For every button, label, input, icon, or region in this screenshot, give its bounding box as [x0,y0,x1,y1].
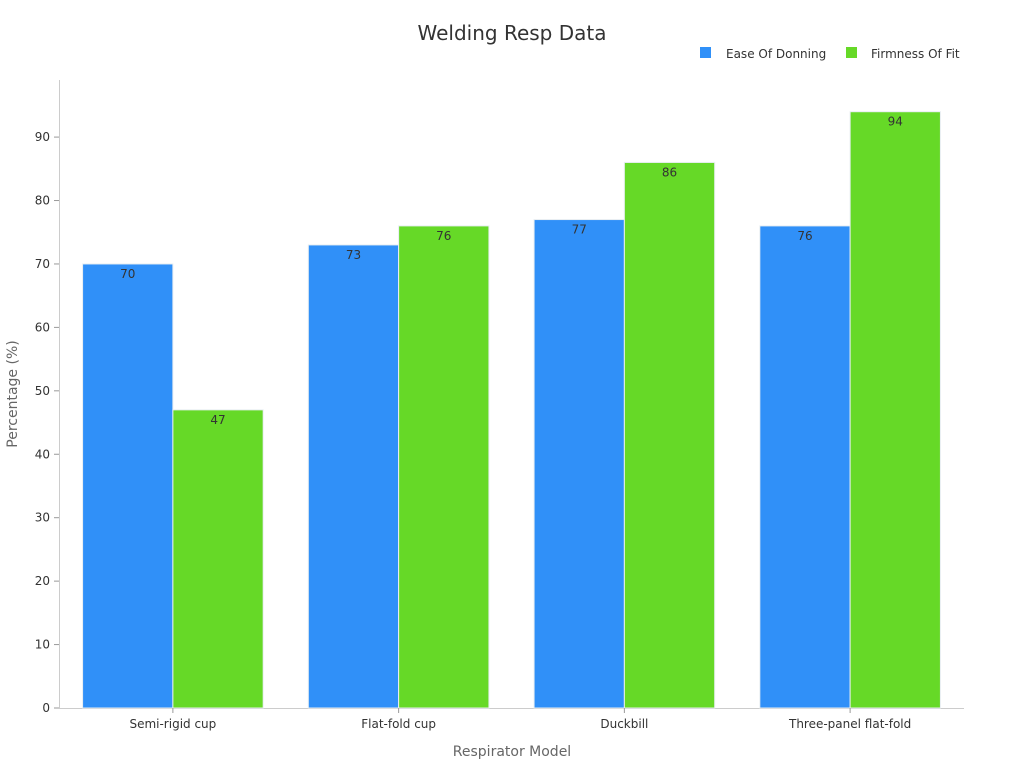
x-tick-label: Duckbill [600,717,648,731]
x-tick-label: Three-panel flat-fold [788,717,911,731]
y-tick-label: 10 [35,638,50,652]
data-label: 76 [797,229,812,243]
y-tick-label: 70 [35,257,50,271]
x-tick-label: Flat-fold cup [361,717,436,731]
data-label: 76 [436,229,451,243]
legend-swatch [700,47,711,58]
legend-swatch [846,47,857,58]
bar-0-2[interactable] [533,219,625,709]
bar-1-1[interactable] [398,225,490,709]
y-axis-label: Percentage (%) [5,340,21,447]
y-tick-label: 30 [35,511,50,525]
y-tick-label: 0 [42,701,50,715]
data-label: 94 [888,115,903,129]
y-tick-label: 90 [35,130,50,144]
bar-1-3[interactable] [849,111,941,709]
y-tick-label: 20 [35,574,50,588]
y-tick-label: 60 [35,320,50,334]
data-label: 77 [572,223,587,237]
x-axis-label: Respirator Model [453,744,571,760]
plot-area: 0 10 20 30 40 50 60 70 80 90 70 47 73 76 77 86 76 94 Sem… [35,80,964,731]
legend: Ease Of Donning Firmness Of Fit [700,47,960,61]
legend-label[interactable]: Ease Of Donning [726,47,826,61]
bar-1-2[interactable] [623,161,716,709]
bar-0-3[interactable] [759,225,851,709]
bars: 70 47 73 76 77 86 76 94 [82,111,941,709]
data-label: 47 [210,413,225,427]
data-label: 86 [662,165,677,179]
bar-1-0[interactable] [172,409,264,709]
x-axis-ticks: Semi-rigid cup Flat-fold cup Duckbill Three… [129,708,911,731]
y-tick-label: 80 [35,194,50,208]
y-axis-ticks: 0 10 20 30 40 50 60 70 80 90 [35,130,59,715]
bar-0-0[interactable] [82,263,174,709]
y-tick-label: 50 [35,384,50,398]
bar-0-1[interactable] [307,244,400,709]
y-tick-label: 40 [35,447,50,461]
chart-title: Welding Resp Data [418,21,607,45]
data-label: 70 [120,267,135,281]
data-label: 73 [346,248,361,262]
legend-label[interactable]: Firmness Of Fit [871,47,960,61]
x-tick-label: Semi-rigid cup [129,717,216,731]
